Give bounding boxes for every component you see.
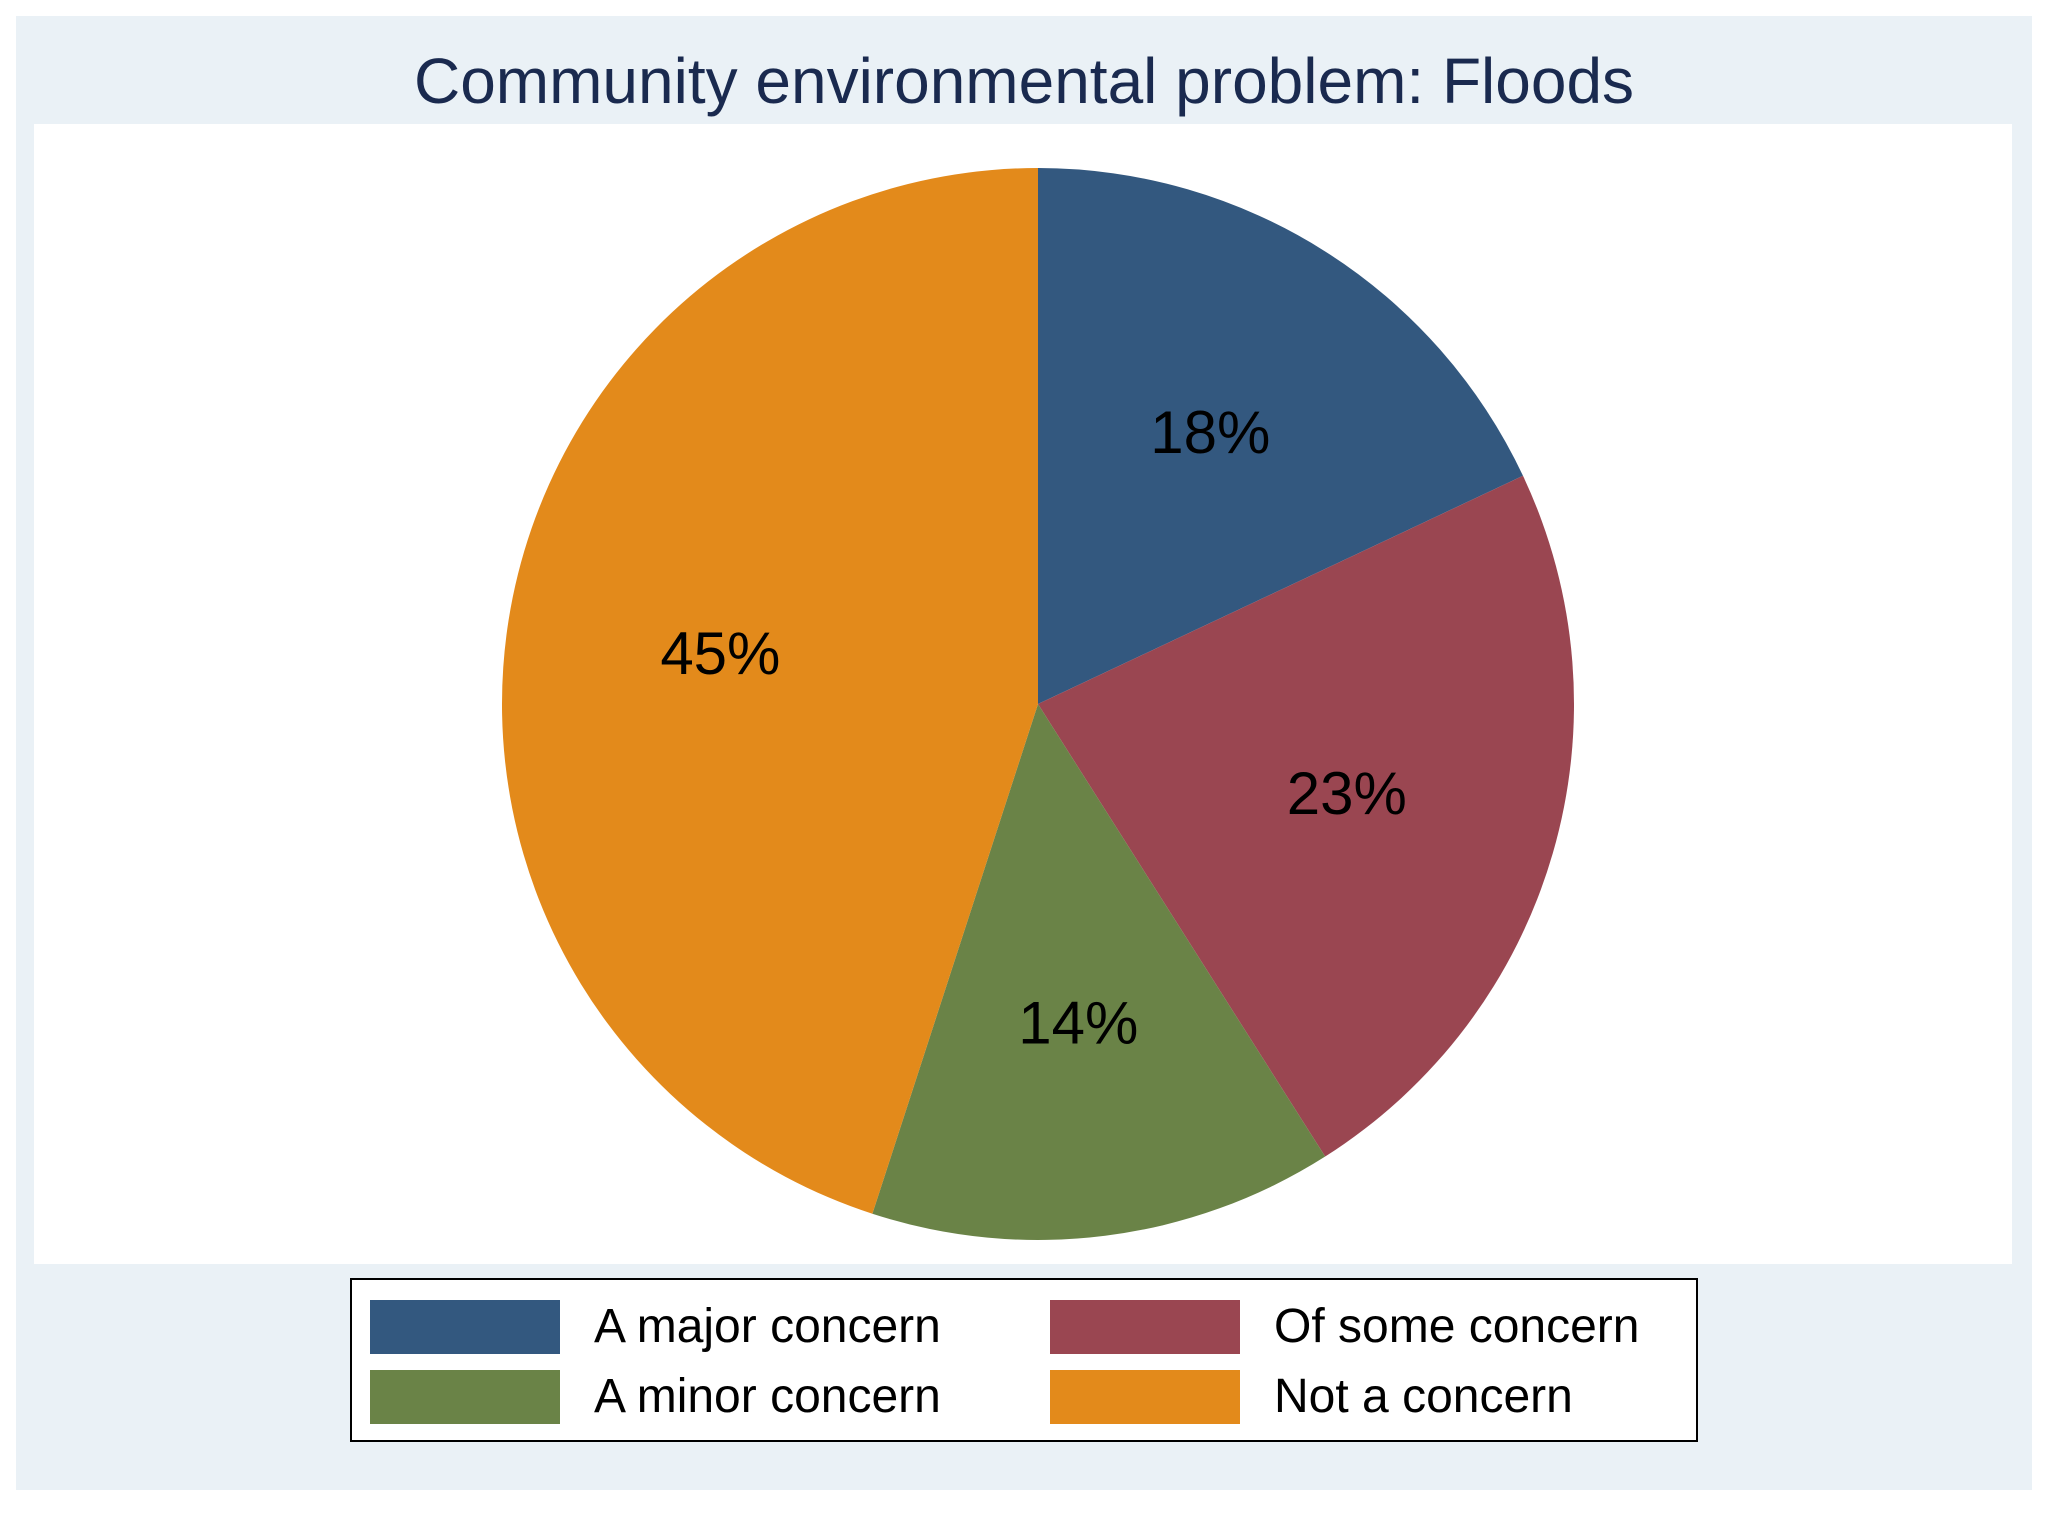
pie-label-some: 23% [1287, 760, 1407, 827]
legend-swatch-some [1050, 1300, 1240, 1354]
legend-label-major: A major concern [594, 1300, 941, 1353]
legend: A major concern Of some concern A minor … [350, 1278, 1698, 1442]
chart-frame: Community environmental problem: Floods … [16, 16, 2032, 1490]
pie-slice-minor [872, 704, 1326, 1241]
pie-chart: 18% 23% 14% 45% [501, 168, 1575, 1241]
pie-slice-major [1038, 168, 1523, 704]
plot-area: 18% 23% 14% 45% [34, 124, 2012, 1264]
legend-swatch-major [370, 1300, 560, 1354]
legend-swatch-minor [370, 1370, 560, 1424]
pie-slice-some [1038, 475, 1575, 1157]
pie-slice-not [501, 168, 1038, 1214]
chart-title: Community environmental problem: Floods [413, 45, 1635, 117]
legend-label-minor: A minor concern [594, 1370, 941, 1423]
legend-swatch-not [1050, 1370, 1240, 1424]
pie-label-major: 18% [1150, 399, 1270, 466]
legend-label-not: Not a concern [1274, 1370, 1573, 1423]
legend-label-some: Of some concern [1274, 1300, 1640, 1353]
pie-label-minor: 14% [1018, 990, 1138, 1057]
pie-label-not: 45% [660, 620, 780, 687]
